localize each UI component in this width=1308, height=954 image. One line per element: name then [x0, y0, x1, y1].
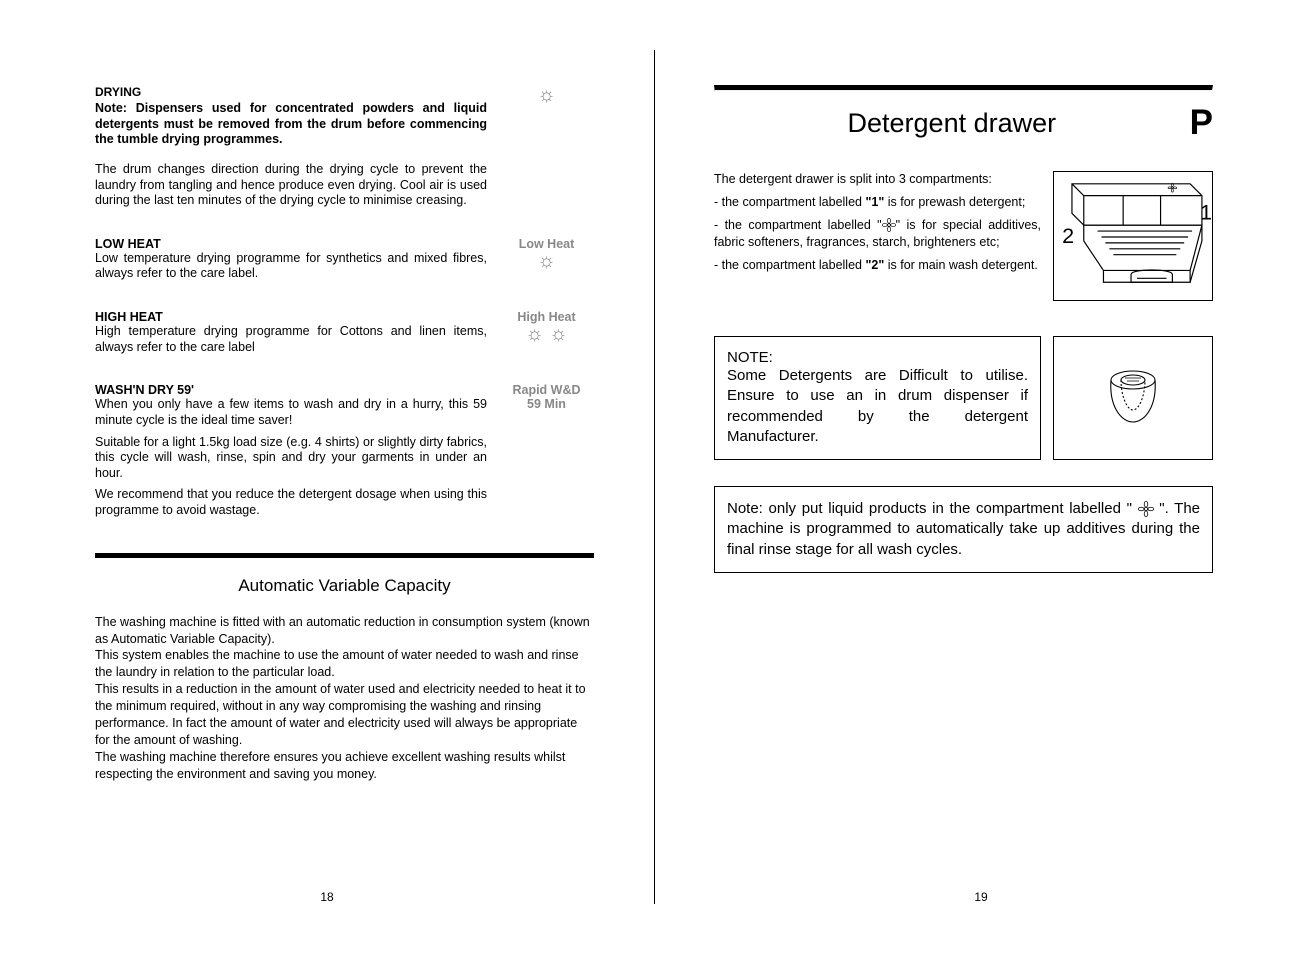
drying-icon-col: ☼: [499, 85, 594, 209]
washdry-label1: Rapid W&D: [499, 383, 594, 397]
drawer-intro: The detergent drawer is split into 3 com…: [714, 171, 1041, 188]
page-number-right: 19: [654, 890, 1308, 904]
avc-title: Automatic Variable Capacity: [95, 576, 594, 596]
chapter-letter: P: [1190, 103, 1213, 143]
avc-body: The washing machine is fitted with an au…: [95, 614, 594, 783]
lowheat-section: LOW HEAT Low temperature drying programm…: [95, 237, 594, 282]
sun-icon: ☼ ☼: [525, 324, 567, 344]
drawer-li3: - the compartment labelled "2" is for ma…: [714, 257, 1041, 274]
lowheat-label: Low Heat: [499, 237, 594, 251]
note-body: Some Detergents are Difficult to utilise…: [727, 366, 1028, 447]
washdry-p1: When you only have a few items to wash a…: [95, 397, 487, 428]
lowheat-body: Low temperature drying programme for syn…: [95, 251, 487, 282]
drawer-li2: - the compartment labelled "" is for spe…: [714, 217, 1041, 251]
drying-body: The drum changes direction during the dr…: [95, 162, 487, 209]
page-number-left: 18: [0, 890, 654, 904]
washdry-section: WASH'N DRY 59' When you only have a few …: [95, 383, 594, 518]
highheat-body: High temperature drying programme for Co…: [95, 324, 487, 355]
washdry-p2: Suitable for a light 1.5kg load size (e.…: [95, 435, 487, 482]
in-drum-dispenser-illustration: [1101, 366, 1165, 430]
avc-p2: This system enables the machine to use t…: [95, 647, 594, 681]
note-heading: NOTE:: [727, 349, 1028, 366]
avc-p4: The washing machine therefore ensures yo…: [95, 749, 594, 783]
flower-icon: [1138, 501, 1154, 517]
lowheat-heading: LOW HEAT: [95, 237, 487, 251]
drawer-label-1: 1: [1200, 199, 1212, 224]
section-rule: [95, 553, 594, 558]
sun-icon: ☼: [537, 85, 555, 105]
top-rule: [714, 85, 1213, 91]
detergent-drawer-title: Detergent drawer: [714, 108, 1190, 139]
washdry-label2: 59 Min: [499, 397, 594, 411]
dispenser-illustration-box: [1053, 336, 1213, 460]
note2-box: Note: only put liquid products in the co…: [714, 486, 1213, 573]
detergent-drawer-illustration: 1 2: [1053, 171, 1213, 301]
washdry-heading: WASH'N DRY 59': [95, 383, 487, 397]
drying-heading: DRYING: [95, 85, 487, 99]
highheat-section: HIGH HEAT High temperature drying progra…: [95, 310, 594, 355]
drawer-label-2: 2: [1062, 223, 1074, 248]
washdry-p3: We recommend that you reduce the deterge…: [95, 487, 487, 518]
page-left: DRYING Note: Dispensers used for concent…: [0, 0, 654, 954]
drawer-li1: - the compartment labelled "1" is for pr…: [714, 194, 1041, 211]
highheat-label: High Heat: [499, 310, 594, 324]
page-right: Detergent drawer P The detergent drawer …: [654, 0, 1308, 954]
note-box: NOTE: Some Detergents are Difficult to u…: [714, 336, 1041, 460]
title-row: Detergent drawer P: [714, 103, 1213, 143]
drying-section: DRYING Note: Dispensers used for concent…: [95, 85, 594, 209]
flower-icon: [882, 218, 896, 232]
highheat-heading: HIGH HEAT: [95, 310, 487, 324]
avc-p3: This results in a reduction in the amoun…: [95, 681, 594, 749]
avc-p1: The washing machine is fitted with an au…: [95, 614, 594, 648]
drawer-description: The detergent drawer is split into 3 com…: [714, 171, 1041, 306]
sun-icon: ☼: [537, 251, 555, 271]
drying-note: Note: Dispensers used for concentrated p…: [95, 101, 487, 148]
